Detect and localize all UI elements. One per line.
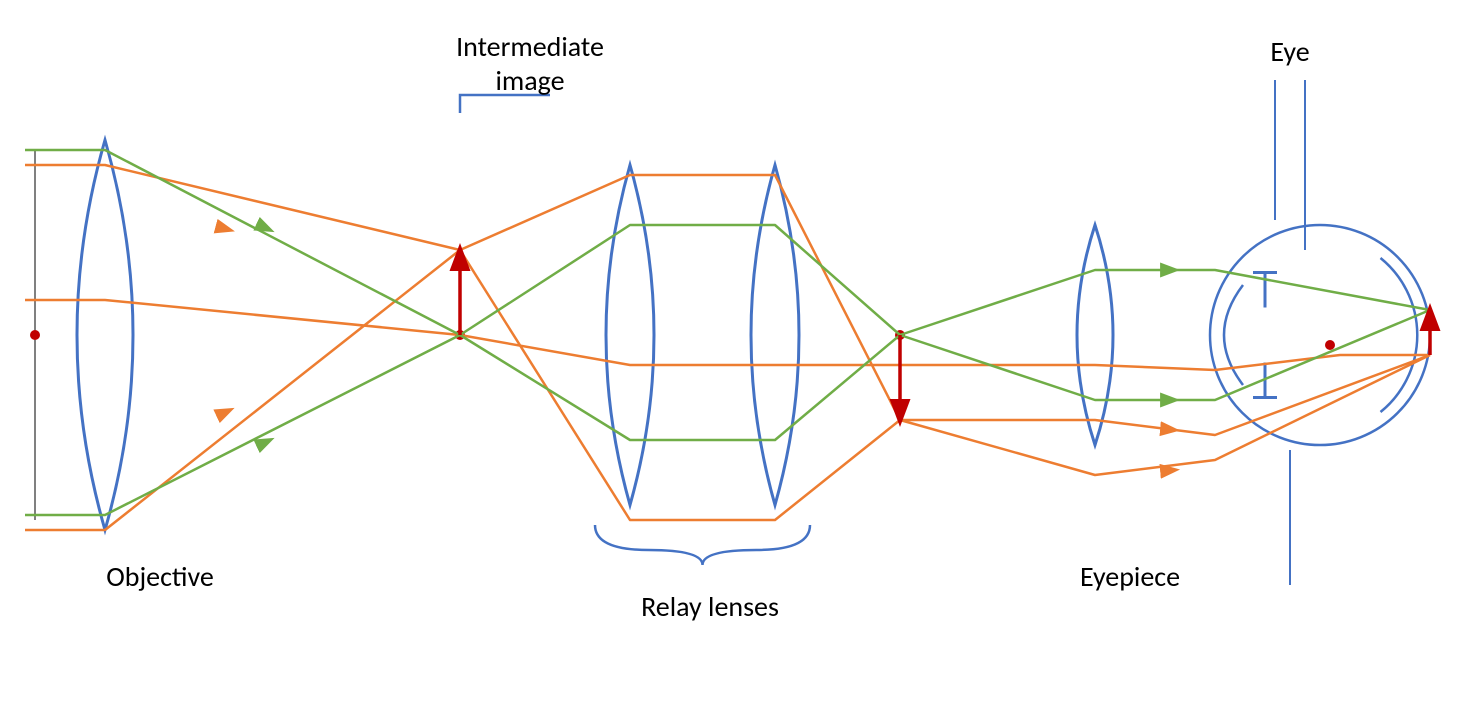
label-intermediate: Intermediateimage xyxy=(420,30,640,97)
label-relay: Relay lenses xyxy=(600,590,820,624)
label-objective: Objective xyxy=(70,560,250,594)
label-eye: Eye xyxy=(1240,35,1340,69)
label-eyepiece: Eyepiece xyxy=(1050,560,1210,594)
